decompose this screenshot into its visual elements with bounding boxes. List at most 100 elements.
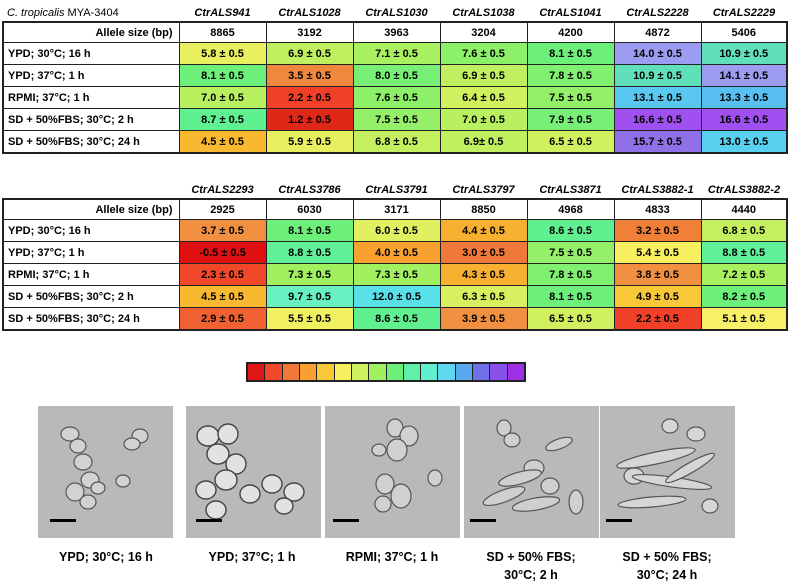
allele-size: 4968 [526, 198, 615, 220]
expression-cell: 2.3 ± 0.5 [178, 263, 267, 286]
condition-label: YPD; 30°C; 16 h [2, 219, 180, 242]
color-scale-swatch [455, 364, 474, 380]
color-scale-swatch [386, 364, 404, 380]
allele-size: 4200 [526, 21, 615, 43]
micrograph-image [464, 406, 599, 538]
gene-header: CtrALS1041 [539, 6, 602, 19]
table-row: RPMI; 37°C; 1 h 7.0 ± 0.5 2.2 ± 0.5 7.6 ± 0… [2, 86, 788, 109]
expression-table-2: CtrALS2293 CtrALS3786 CtrALS3791 CtrALS3… [2, 181, 788, 331]
micrograph-image [186, 406, 321, 538]
expression-cell: 3.8 ± 0.5 [613, 263, 702, 286]
color-scale-swatch [490, 364, 508, 380]
condition-label: RPMI; 37°C; 1 h [2, 86, 180, 109]
expression-cell: 4.5 ± 0.5 [178, 285, 267, 308]
table-row: SD + 50%FBS; 30°C; 2 h 4.5 ± 0.5 9.7 ± 0.5… [2, 285, 788, 308]
allele-size: 5406 [700, 21, 788, 43]
color-scale-legend [246, 362, 526, 382]
color-scale-swatch [282, 364, 300, 380]
yeast-cells-image [50, 426, 149, 522]
condition-label: SD + 50%FBS; 30°C; 24 h [2, 307, 180, 331]
color-scale-swatch [421, 364, 439, 380]
expression-cell: 7.6 ± 0.5 [352, 86, 441, 109]
table-row: YPD; 30°C; 16 h 5.8 ± 0.5 6.9 ± 0.5 7.1 ± 0… [2, 42, 788, 65]
color-scale-swatch [473, 364, 491, 380]
allele-size: 6030 [265, 198, 354, 220]
yeast-cells-image [470, 419, 584, 522]
table-row: YPD; 37°C; 1 h 8.1 ± 0.5 3.5 ± 0.5 8.0 ± 0.… [2, 64, 788, 87]
expression-cell: 8.1 ± 0.5 [265, 219, 354, 242]
expression-cell: 7.0 ± 0.5 [178, 86, 267, 109]
expression-cell: 8.1 ± 0.5 [178, 64, 267, 87]
micrograph-image [325, 406, 460, 538]
allele-size: 4833 [613, 198, 702, 220]
allele-size-label: Allele size (bp) [2, 21, 180, 43]
expression-cell: 8.1 ± 0.5 [526, 42, 615, 65]
expression-cell: 5.1 ± 0.5 [700, 307, 788, 331]
color-scale-swatch [438, 364, 456, 380]
color-scale-swatch [351, 364, 370, 380]
gene-header: CtrALS2228 [626, 6, 689, 19]
expression-cell: 7.5 ± 0.5 [526, 86, 615, 109]
table-row: SD + 50%FBS; 30°C; 2 h 8.7 ± 0.5 1.2 ± 0.5… [2, 108, 788, 131]
color-scale-swatch [403, 364, 422, 380]
expression-cell: 10.9 ± 0.5 [613, 64, 702, 87]
gene-header: CtrALS1028 [278, 6, 341, 19]
table-row: YPD; 37°C; 1 h -0.5 ± 0.5 8.8 ± 0.5 4.0 ± 0… [2, 241, 788, 264]
expression-cell: 8.0 ± 0.5 [352, 64, 441, 87]
expression-cell: 4.3 ± 0.5 [439, 263, 528, 286]
expression-cell: 5.8 ± 0.5 [178, 42, 267, 65]
expression-cell: 13.0 ± 0.5 [700, 130, 788, 154]
gene-header: CtrALS3791 [365, 183, 428, 196]
allele-size: 8850 [439, 198, 528, 220]
expression-cell: 6.8 ± 0.5 [352, 130, 441, 154]
expression-cell: 15.7 ± 0.5 [613, 130, 702, 154]
expression-cell: 13.1 ± 0.5 [613, 86, 702, 109]
expression-cell: 8.7 ± 0.5 [178, 108, 267, 131]
expression-cell: 8.8 ± 0.5 [265, 241, 354, 264]
color-scale-swatch [507, 364, 524, 380]
expression-cell: 14.0 ± 0.5 [613, 42, 702, 65]
expression-cell: 6.3 ± 0.5 [439, 285, 528, 308]
color-scale-swatch [248, 364, 266, 380]
expression-cell: 6.5 ± 0.5 [526, 307, 615, 331]
expression-cell: 6.4 ± 0.5 [439, 86, 528, 109]
expression-cell: 7.1 ± 0.5 [352, 42, 441, 65]
micrograph-image [38, 406, 173, 538]
expression-cell: 7.6 ± 0.5 [439, 42, 528, 65]
condition-label: RPMI; 37°C; 1 h [2, 263, 180, 286]
expression-cell: 3.5 ± 0.5 [265, 64, 354, 87]
gene-header: CtrALS3882-2 [707, 183, 781, 196]
expression-cell: 14.1 ± 0.5 [700, 64, 788, 87]
micrograph-caption: SD + 50% FBS; 30°C; 24 h [622, 550, 712, 582]
expression-cell: 5.5 ± 0.5 [265, 307, 354, 331]
allele-size: 3171 [352, 198, 441, 220]
gene-header: CtrALS3797 [452, 183, 515, 196]
gene-header: CtrALS3882-1 [621, 183, 694, 196]
expression-cell: 6.8 ± 0.5 [700, 219, 788, 242]
micrograph-image [600, 406, 735, 538]
table-row: SD + 50%FBS; 30°C; 24 h 2.9 ± 0.5 5.5 ± 0.… [2, 307, 788, 331]
expression-cell: 6.0 ± 0.5 [352, 219, 441, 242]
gene-header: CtrALS1038 [452, 6, 515, 19]
micrograph-caption: RPMI; 37°C; 1 h [345, 550, 439, 564]
color-scale-swatch [265, 364, 283, 380]
expression-cell: 4.0 ± 0.5 [352, 241, 441, 264]
expression-table-1: C. tropicalis MYA-3404 CtrALS941 CtrALS1… [2, 4, 788, 154]
expression-cell: 2.9 ± 0.5 [178, 307, 267, 331]
color-scale-swatch [369, 364, 387, 380]
yeast-cells-image [195, 423, 305, 522]
gene-header: CtrALS1030 [365, 6, 428, 19]
table-row: RPMI; 37°C; 1 h 2.3 ± 0.5 7.3 ± 0.5 7.3 ± 0… [2, 263, 788, 286]
expression-cell: 3.0 ± 0.5 [439, 241, 528, 264]
color-scale-swatch [334, 364, 352, 380]
micrograph-caption: YPD; 30°C; 16 h [59, 550, 153, 564]
table-row: SD + 50%FBS; 30°C; 24 h 4.5 ± 0.5 5.9 ± 0.… [2, 130, 788, 154]
gene-header: CtrALS941 [194, 6, 251, 19]
expression-cell: 5.9 ± 0.5 [265, 130, 354, 154]
condition-label: YPD; 37°C; 1 h [2, 64, 180, 87]
expression-cell: 7.8 ± 0.5 [526, 263, 615, 286]
expression-cell: 1.2 ± 0.5 [265, 108, 354, 131]
expression-cell: 7.3 ± 0.5 [352, 263, 441, 286]
allele-size: 8865 [178, 21, 267, 43]
expression-cell: 8.6 ± 0.5 [352, 307, 441, 331]
